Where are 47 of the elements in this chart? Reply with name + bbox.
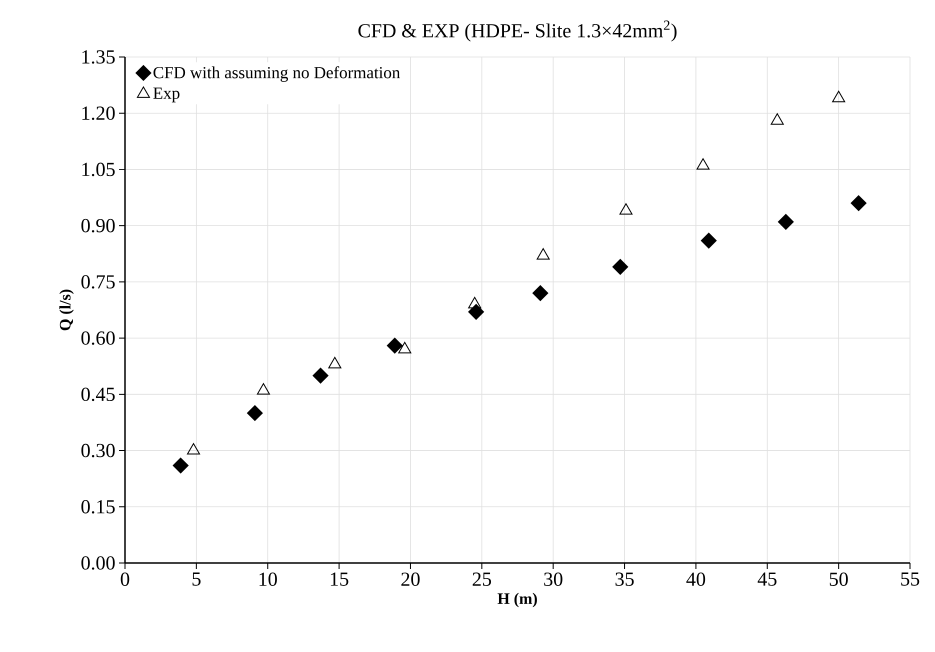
point [186, 443, 200, 455]
y-tick-label: 1.05 [82, 162, 115, 176]
y-tick-label: 0.60 [81, 331, 115, 345]
point [536, 248, 550, 260]
y-tick-label: 1.20 [82, 106, 115, 120]
point [778, 214, 794, 230]
point [696, 158, 710, 170]
x-tick-label: 35 [616, 572, 634, 586]
point [770, 113, 784, 125]
point [398, 342, 412, 354]
y-tick-label: 0.00 [81, 556, 115, 570]
point [468, 304, 484, 320]
x-tick-label: 30 [544, 572, 562, 586]
x-tick-label: 10 [260, 572, 277, 586]
y-tick-label: 0.90 [81, 218, 115, 232]
y-tick-label: 0.15 [81, 500, 115, 514]
point [328, 356, 342, 368]
x-tick-label: 55 [901, 572, 920, 586]
point [386, 338, 403, 354]
x-tick-label: 40 [686, 572, 706, 586]
point [832, 90, 846, 102]
x-tick-label: 20 [401, 572, 420, 586]
point [532, 285, 548, 302]
point [468, 296, 482, 308]
point [312, 368, 328, 384]
legend-label: Exp [153, 88, 180, 102]
y-tick-label: 0.30 [81, 444, 115, 458]
legend-label: CFD with assuming no Deformation [154, 66, 400, 82]
point [256, 383, 270, 395]
x-tick-label: 25 [472, 572, 492, 586]
x-tick-label: 15 [330, 572, 348, 586]
point [700, 232, 717, 249]
y-axis-title: Q (l/s) [59, 290, 74, 330]
x-tick-label: 50 [830, 572, 848, 586]
y-tick-label: 0.45 [81, 388, 115, 402]
x-tick-label: 5 [192, 572, 201, 586]
y-tick-label: 1.35 [82, 50, 115, 64]
point [619, 203, 633, 215]
x-axis-title: H (m) [498, 592, 537, 608]
point [850, 195, 867, 212]
point [172, 458, 189, 474]
y-tick-label: 0.75 [81, 275, 115, 289]
point [612, 258, 628, 275]
x-tick-label: 45 [758, 572, 776, 586]
x-tick-label: 0 [120, 572, 130, 586]
point [246, 405, 263, 421]
chart-title: CFD & EXP (HDPE- Slite 1.3×42mm$^{2}$) [358, 20, 677, 42]
